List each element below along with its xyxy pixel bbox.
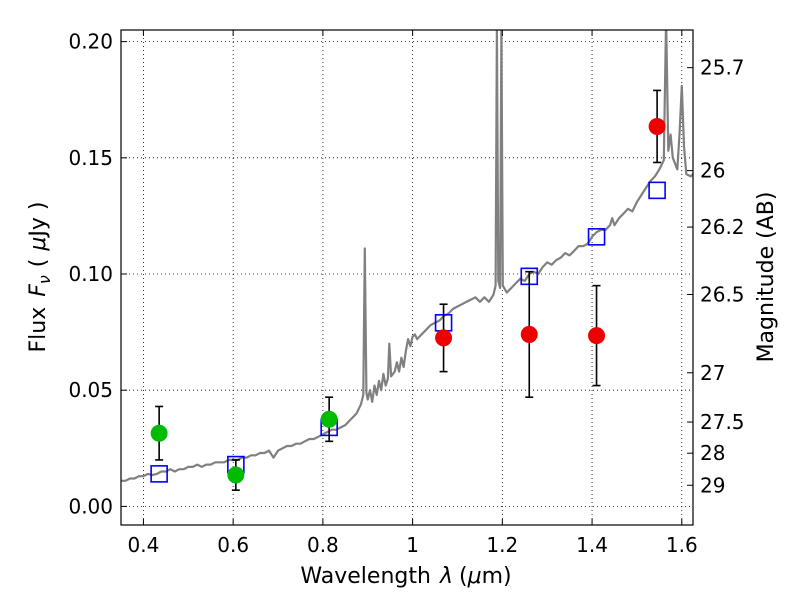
y2-tick-label: 27	[700, 361, 725, 385]
x-tick-label: 0.4	[128, 533, 160, 557]
y-tick-label: 0.20	[68, 30, 113, 54]
y-tick-label: 0.05	[68, 378, 113, 402]
photometry-markers	[150, 89, 666, 491]
y-axis-label: FluxFν(μJy )	[26, 201, 54, 352]
plot-frame	[120, 29, 694, 526]
y2-axis-label: Magnitude (AB)	[754, 192, 779, 363]
y2-tick-label: 29	[700, 473, 725, 497]
infrared-data-point	[520, 325, 538, 343]
axis-ticks: 0.4 0.6 0.8 1 1.2 1.4 1.6 0.00 0.05 0.10 0.15 0.20 2…	[68, 30, 744, 557]
infrared-data-point	[648, 117, 666, 135]
y2-tick-label: 27.5	[700, 410, 745, 434]
model-photometry-square	[587, 228, 606, 246]
y2-tick-label: 25.7	[700, 56, 745, 80]
x-tick-label: 1.6	[666, 533, 698, 557]
x-tick-label: 1.2	[486, 533, 518, 557]
y2-tick-label: 28	[700, 441, 725, 465]
optical-data-point	[320, 410, 338, 428]
x-tick-label: 1	[406, 533, 419, 557]
x-tick-label: 0.6	[217, 533, 249, 557]
y-tick-label: 0.00	[68, 494, 113, 518]
y2-tick-label: 26.5	[700, 282, 745, 306]
y2-tick-label: 26.2	[700, 215, 745, 239]
y-tick-label: 0.15	[68, 146, 113, 170]
optical-data-point	[150, 424, 168, 442]
y2-tick-label: 26	[700, 159, 725, 183]
model-photometry-square	[150, 465, 168, 483]
x-tick-label: 1.4	[576, 533, 608, 557]
optical-data-point	[227, 466, 245, 484]
infrared-data-point	[588, 327, 606, 345]
x-tick-label: 0.8	[307, 533, 339, 557]
x-axis-label: Wavelength λ (μm)	[300, 564, 511, 589]
infrared-data-point	[435, 329, 453, 347]
model-photometry-square	[648, 181, 666, 200]
grid-lines	[121, 30, 693, 525]
y-tick-label: 0.10	[68, 262, 113, 286]
